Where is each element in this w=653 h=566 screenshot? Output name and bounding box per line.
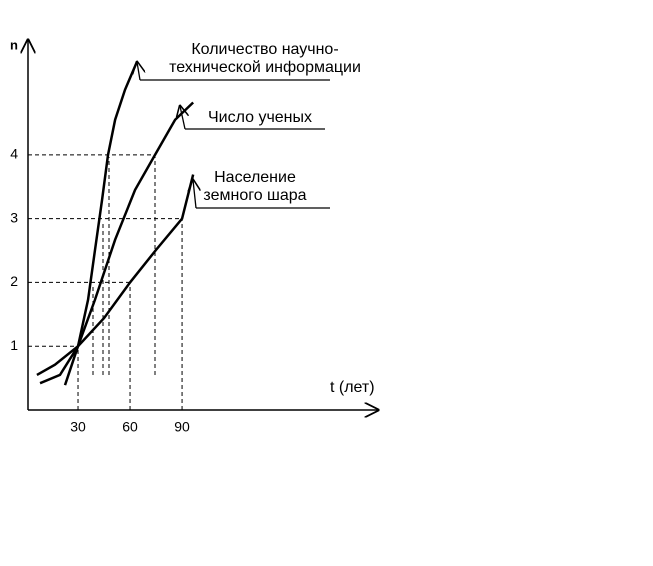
x-tick-label: 60 bbox=[122, 419, 138, 435]
series-line bbox=[63, 61, 139, 386]
series-line bbox=[39, 101, 195, 385]
y-tick-label: 3 bbox=[10, 209, 18, 225]
annotation: Число ученых bbox=[208, 109, 312, 126]
annotation: Население bbox=[214, 169, 296, 186]
y-axis-label: n bbox=[10, 37, 18, 52]
x-axis-label: t (лет) bbox=[330, 379, 375, 396]
annotation-arrow bbox=[137, 62, 140, 81]
annotation: земного шара bbox=[203, 187, 306, 204]
y-tick-label: 2 bbox=[10, 273, 18, 289]
series-line bbox=[36, 174, 195, 377]
y-tick-label: 4 bbox=[10, 146, 18, 162]
annotation-arrow bbox=[193, 180, 196, 209]
x-tick-label: 30 bbox=[70, 419, 86, 435]
x-tick-label: 90 bbox=[174, 419, 190, 435]
y-tick-label: 1 bbox=[10, 337, 18, 353]
annotation: Количество научно- bbox=[191, 41, 338, 58]
annotation: технической информации bbox=[169, 59, 361, 76]
annotation-arrow bbox=[180, 106, 185, 130]
